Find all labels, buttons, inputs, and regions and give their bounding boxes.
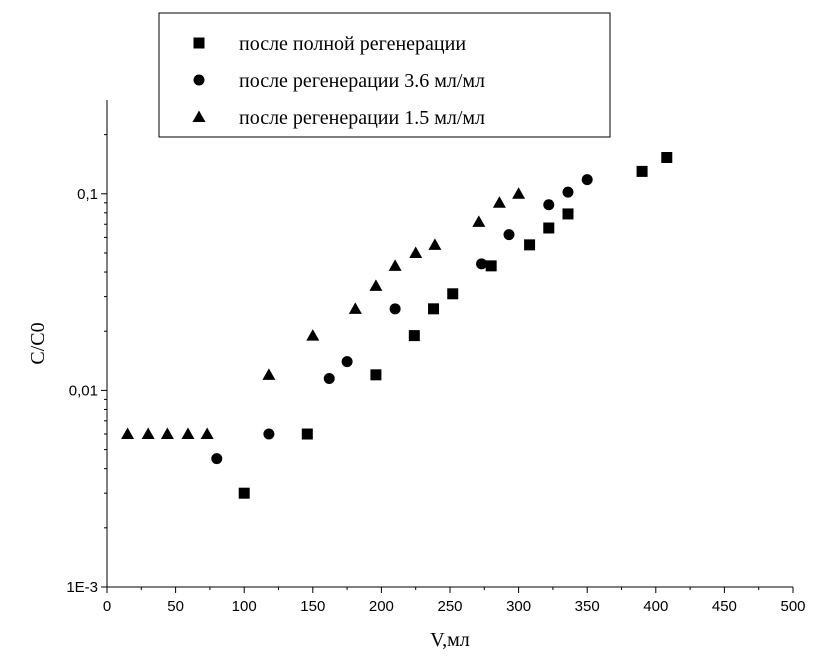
data-point-circle [503,229,515,241]
data-point-triangle [472,215,486,227]
data-point-triangle [512,187,526,199]
data-point-circle [263,428,275,440]
data-point-circle [543,199,555,211]
axes [106,100,793,588]
data-point-circle [581,174,593,186]
x-tick-label: 100 [232,598,257,615]
data-point-triangle [181,427,195,440]
data-point-square [447,288,459,300]
x-tick-label: 0 [103,598,111,615]
legend: после полной регенерации после регенераци… [158,12,611,138]
data-point-square [238,487,250,499]
data-point-square [408,330,420,342]
legend-label: после полной регенерации [239,33,466,55]
data-point-circle [476,258,488,270]
legend-triangle-marker [192,110,206,122]
data-point-square [524,239,536,251]
data-point-square [636,165,648,177]
legend-label: после регенерации 3.6 мл/мл [239,70,485,92]
x-tick-label: 50 [167,598,184,615]
data-point-triangle [141,427,155,440]
data-point-triangle [492,196,506,208]
data-point-circle [562,186,574,198]
data-point-triangle [348,302,362,314]
data-point-triangle [409,246,423,258]
data-point-triangle [369,279,383,291]
data-point-triangle [262,368,276,380]
legend-label: после регенерации 1.5 мл/мл [239,107,485,129]
data-point-triangle [160,427,174,440]
x-axis-label: V,мл [430,629,470,651]
data-point-square [370,369,382,381]
data-point-square [485,260,497,272]
x-tick-label: 400 [643,598,668,615]
x-tick-label: 500 [780,598,805,615]
x-tick-label: 150 [300,598,325,615]
y-axis-label: C/C0 [27,322,49,364]
data-point-square [661,151,673,163]
data-point-square [301,428,313,440]
data-point-circle [323,372,335,384]
x-tick-label: 300 [506,598,531,615]
y-tick-label: 0,01 [69,382,98,399]
data-point-triangle [121,427,135,440]
x-tick-label: 350 [575,598,600,615]
legend-circle-marker [193,74,205,86]
x-tick-label: 450 [712,598,737,615]
y-tick-label: 1E-3 [66,579,98,596]
data-point-circle [389,303,401,315]
x-tick-label: 200 [369,598,394,615]
data-point-triangle [306,329,320,341]
data-point-circle [211,453,223,465]
ticks: 0 50 100 150 200 250 300 350 400 450 500 1E-3 0,01 0,… [66,134,806,615]
y-tick-label: 0,1 [77,186,98,203]
data-point-square [543,222,555,234]
data-points [121,151,673,499]
data-point-square [562,208,574,220]
x-tick-label: 250 [437,598,462,615]
legend-square-marker [193,37,205,49]
data-point-triangle [428,238,442,250]
data-point-triangle [388,259,402,271]
data-point-square [428,303,440,315]
data-point-circle [341,356,353,368]
data-point-triangle [200,427,214,440]
legend-box [158,12,611,138]
